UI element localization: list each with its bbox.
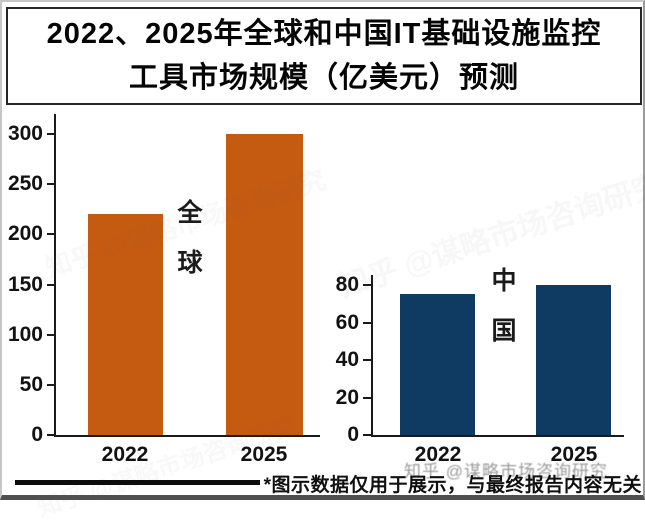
region-label-char: 球 [177,250,203,277]
y-tick-label: 40 [335,348,359,371]
region-label-char: 全 [177,200,203,227]
y-tick-label: 300 [7,122,43,145]
y-tick-label: 80 [335,273,359,296]
x-category-label: 2025 [550,443,598,466]
y-tick [47,133,55,135]
chart-screenshot: 2022、2025年全球和中国IT基础设施监控 工具市场规模（亿美元）预测 30… [0,0,645,500]
bar [226,134,303,435]
divider-line [15,480,260,485]
disclaimer-text: *图示数据仅用于展示，与最终报告内容无关 [263,475,642,496]
bar [536,285,611,435]
y-tick-label: 0 [31,423,43,446]
y-tick [363,284,372,286]
page-title-line2: 工具市场规模（亿美元）预测 [128,62,519,94]
y-tick [47,434,55,436]
y-tick-label: 20 [335,385,359,409]
x-category-label: 2025 [240,443,288,466]
y-tick [47,183,55,186]
y-tick [363,396,372,399]
x-axis-line [55,435,320,437]
y-tick-label: 50 [19,372,43,396]
y-tick [363,321,372,324]
region-label-char: 中 [491,268,517,295]
y-tick-label: 250 [7,172,43,196]
y-tick [47,383,55,386]
y-axis-line [54,114,56,437]
y-tick [47,283,55,286]
x-axis-line [372,435,624,437]
y-tick-label: 200 [7,222,43,246]
y-tick [363,434,372,436]
y-tick [363,359,372,361]
title-box: 2022、2025年全球和中国IT基础设施监控 工具市场规模（亿美元）预测 [6,7,642,105]
zhihu-watermark: 知乎 @谋略市场咨询研究 [404,462,608,481]
y-tick [47,333,55,336]
x-category-label: 2022 [414,443,462,466]
y-tick [47,233,55,236]
region-label-char: 国 [491,318,517,345]
y-tick-label: 0 [347,423,359,446]
x-category-label: 2022 [101,443,149,466]
page-title-line1: 2022、2025年全球和中国IT基础设施监控 [46,18,602,50]
chart-china: 80 60 40 20 0 2022 2025 中国 [2,2,645,502]
bar [400,294,475,435]
y-tick-label: 150 [7,272,43,296]
y-tick-label: 60 [335,310,359,334]
y-tick-label: 100 [7,322,43,346]
bar [88,214,163,435]
chart-global: 300 250 200 150 100 50 0 2022 2025 全球 [2,2,645,502]
y-axis-line [371,275,373,437]
